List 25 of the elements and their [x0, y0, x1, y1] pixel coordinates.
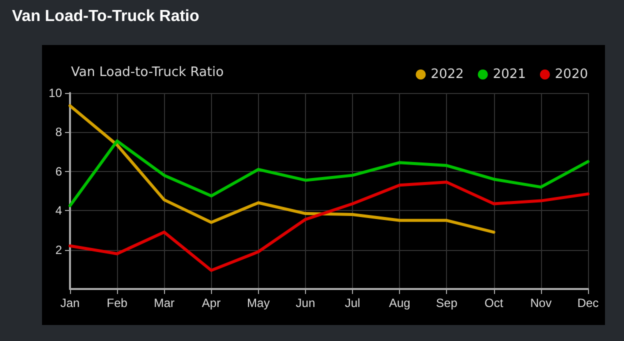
x-tick-label: Aug: [388, 296, 410, 310]
x-tick-label: Feb: [106, 296, 128, 310]
chart-subtitle: Van Load-to-Truck Ratio: [71, 65, 224, 80]
legend-label: 2020: [554, 67, 588, 82]
x-tick-label: Jan: [60, 296, 80, 310]
x-tick-label: Jul: [344, 296, 360, 310]
legend-label: 2021: [492, 67, 526, 82]
x-tick-label: Jun: [296, 296, 316, 310]
line-series: [68, 180, 590, 272]
x-tick-label: Mar: [154, 296, 175, 310]
x-tick-label: Sep: [436, 296, 458, 310]
y-tick-label: 2: [55, 242, 62, 257]
y-tick-label: 4: [55, 204, 62, 218]
x-tick-label: Dec: [577, 296, 599, 310]
line-series: [68, 140, 590, 208]
x-tick-label: Oct: [484, 296, 504, 310]
line-series: [68, 104, 496, 234]
y-tick-label: 6: [55, 164, 62, 178]
x-tick-label: Apr: [202, 296, 221, 310]
x-tick-label: Nov: [530, 296, 552, 310]
y-tick-label: 10: [48, 86, 62, 100]
x-tick-label: May: [247, 296, 270, 310]
chart-title: Van Load-To-Truck Ratio: [12, 8, 200, 26]
y-tick-label: 8: [55, 125, 62, 140]
legend-label: 2022: [430, 67, 464, 82]
